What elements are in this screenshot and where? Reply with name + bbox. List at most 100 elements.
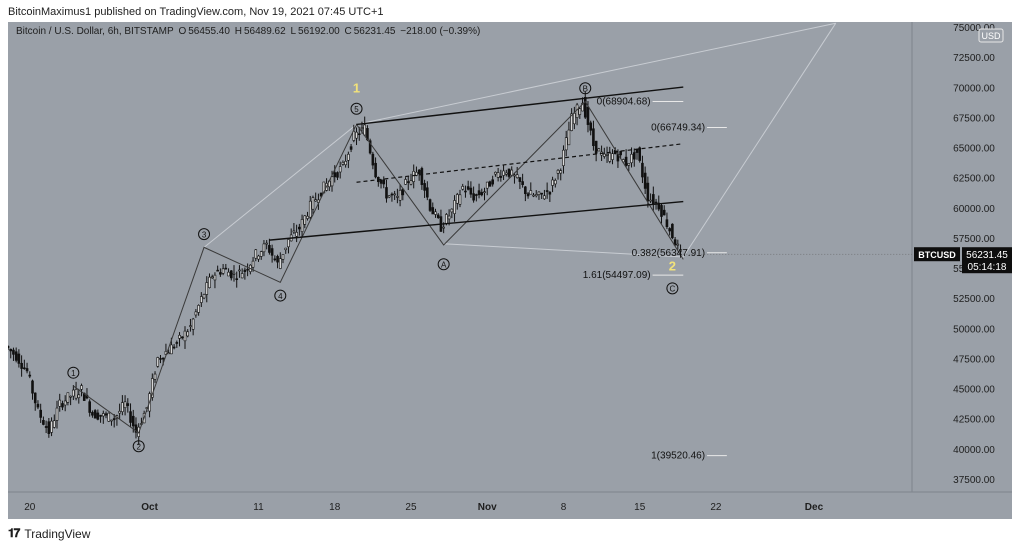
candle-body [96, 412, 100, 420]
candle-body [488, 181, 492, 187]
candle-body [178, 334, 181, 339]
candle-body [131, 415, 135, 427]
x-tick-label: Dec [805, 502, 824, 513]
candle-body [556, 169, 560, 174]
candle-body [426, 187, 429, 198]
channel-upper-line [356, 86, 684, 126]
y-tick-label: 75000.00 [953, 23, 995, 34]
high-value: 56489.62 [243, 26, 286, 37]
candle-body [91, 412, 94, 416]
candle-body [47, 421, 51, 434]
candle-body [221, 268, 225, 274]
candle-body [134, 424, 138, 433]
candle-body [126, 403, 130, 406]
y-tick-label: 52500.00 [953, 294, 995, 305]
candle-body [641, 162, 644, 178]
x-tick-label: 15 [634, 502, 646, 513]
candle-body [102, 413, 105, 417]
candle-body [496, 172, 500, 178]
candle-body [52, 420, 56, 428]
candle-body [121, 402, 124, 413]
footer-brand[interactable]: TradingView [24, 526, 91, 541]
wave-count-line [73, 100, 684, 434]
candle-body [205, 282, 209, 295]
candle-body [298, 226, 301, 230]
candle-body [534, 194, 538, 197]
candle-body [314, 199, 317, 202]
candle-body [605, 154, 609, 156]
candle-body [31, 380, 34, 394]
candle-body [36, 403, 40, 408]
y-tick-label: 72500.00 [953, 53, 995, 64]
candle-body [112, 418, 116, 421]
y-tick-label: 57500.00 [953, 234, 995, 245]
candle-body [235, 278, 239, 280]
candle-body [295, 232, 298, 237]
candle-body [333, 172, 337, 178]
candle-body [382, 179, 386, 185]
candle-body [229, 270, 233, 279]
candle-body [319, 192, 323, 197]
candle-body [270, 248, 274, 256]
candle-body [330, 176, 334, 187]
candle-body [518, 177, 522, 182]
candle-body [652, 194, 655, 205]
candle-body [428, 199, 432, 211]
candle-body [396, 196, 399, 198]
wave-label: A [441, 260, 447, 269]
candle-body [213, 274, 217, 281]
candle-body [210, 276, 214, 279]
candle-body [624, 156, 628, 167]
candle-body [287, 239, 290, 248]
candle-body [676, 243, 680, 246]
y-tick-label: 65000.00 [953, 144, 995, 155]
candle-body [25, 368, 29, 372]
candle-body [594, 140, 598, 154]
candle-body [344, 160, 347, 166]
candle-body [238, 269, 241, 272]
candle-body [292, 230, 296, 233]
candle-body [200, 296, 203, 303]
candle-body [194, 311, 198, 316]
candle-body [586, 106, 590, 125]
chart-panel[interactable]: 37500.00 40000.00 42500.00 45000.00 47500.00… [8, 22, 1012, 519]
symbol-info: Bitcoin / U.S. Dollar, 6h, BITSTAMP O 564… [16, 26, 482, 37]
candle-body [548, 191, 552, 195]
symbol-tag-label: BTCUSD [918, 250, 956, 260]
candle-body [159, 358, 162, 360]
candle-body [447, 215, 451, 220]
candle-body [349, 146, 353, 150]
candle-body [603, 153, 606, 157]
candle-body [436, 214, 440, 218]
candle-body [74, 389, 78, 399]
candle-body [475, 194, 478, 196]
candle-body [175, 342, 179, 344]
candle-body [420, 168, 424, 185]
candle-body [66, 392, 70, 403]
tradingview-logo-icon[interactable]: 𝟏𝟕 [8, 526, 20, 540]
candle-body [227, 271, 230, 277]
candle-body [63, 400, 67, 406]
candle-body [453, 200, 456, 214]
bar-countdown: 05:14:18 [968, 262, 1007, 273]
candle-body [303, 215, 307, 225]
x-tick-label: 20 [24, 502, 36, 513]
candle-body [276, 256, 279, 263]
candle-body [660, 205, 663, 217]
candle-body [28, 374, 32, 377]
candle-body [502, 170, 505, 176]
candle-body [491, 179, 494, 185]
fib-level-label: 0(66749.34) [651, 122, 705, 133]
x-tick-label: Oct [141, 502, 158, 513]
price-chart[interactable]: 37500.00 40000.00 42500.00 45000.00 47500.00… [8, 22, 1012, 519]
change-value: −218.00 (−0.39%) [400, 26, 481, 37]
candle-body [360, 127, 364, 129]
candle-body [259, 251, 263, 257]
candle-body [504, 172, 508, 175]
close-label: C [344, 26, 352, 37]
candle-body [23, 367, 26, 370]
x-tick-label: 11 [253, 502, 264, 513]
wave-label-circle [437, 258, 450, 271]
candle-body [180, 336, 184, 339]
candle-body [619, 151, 622, 156]
